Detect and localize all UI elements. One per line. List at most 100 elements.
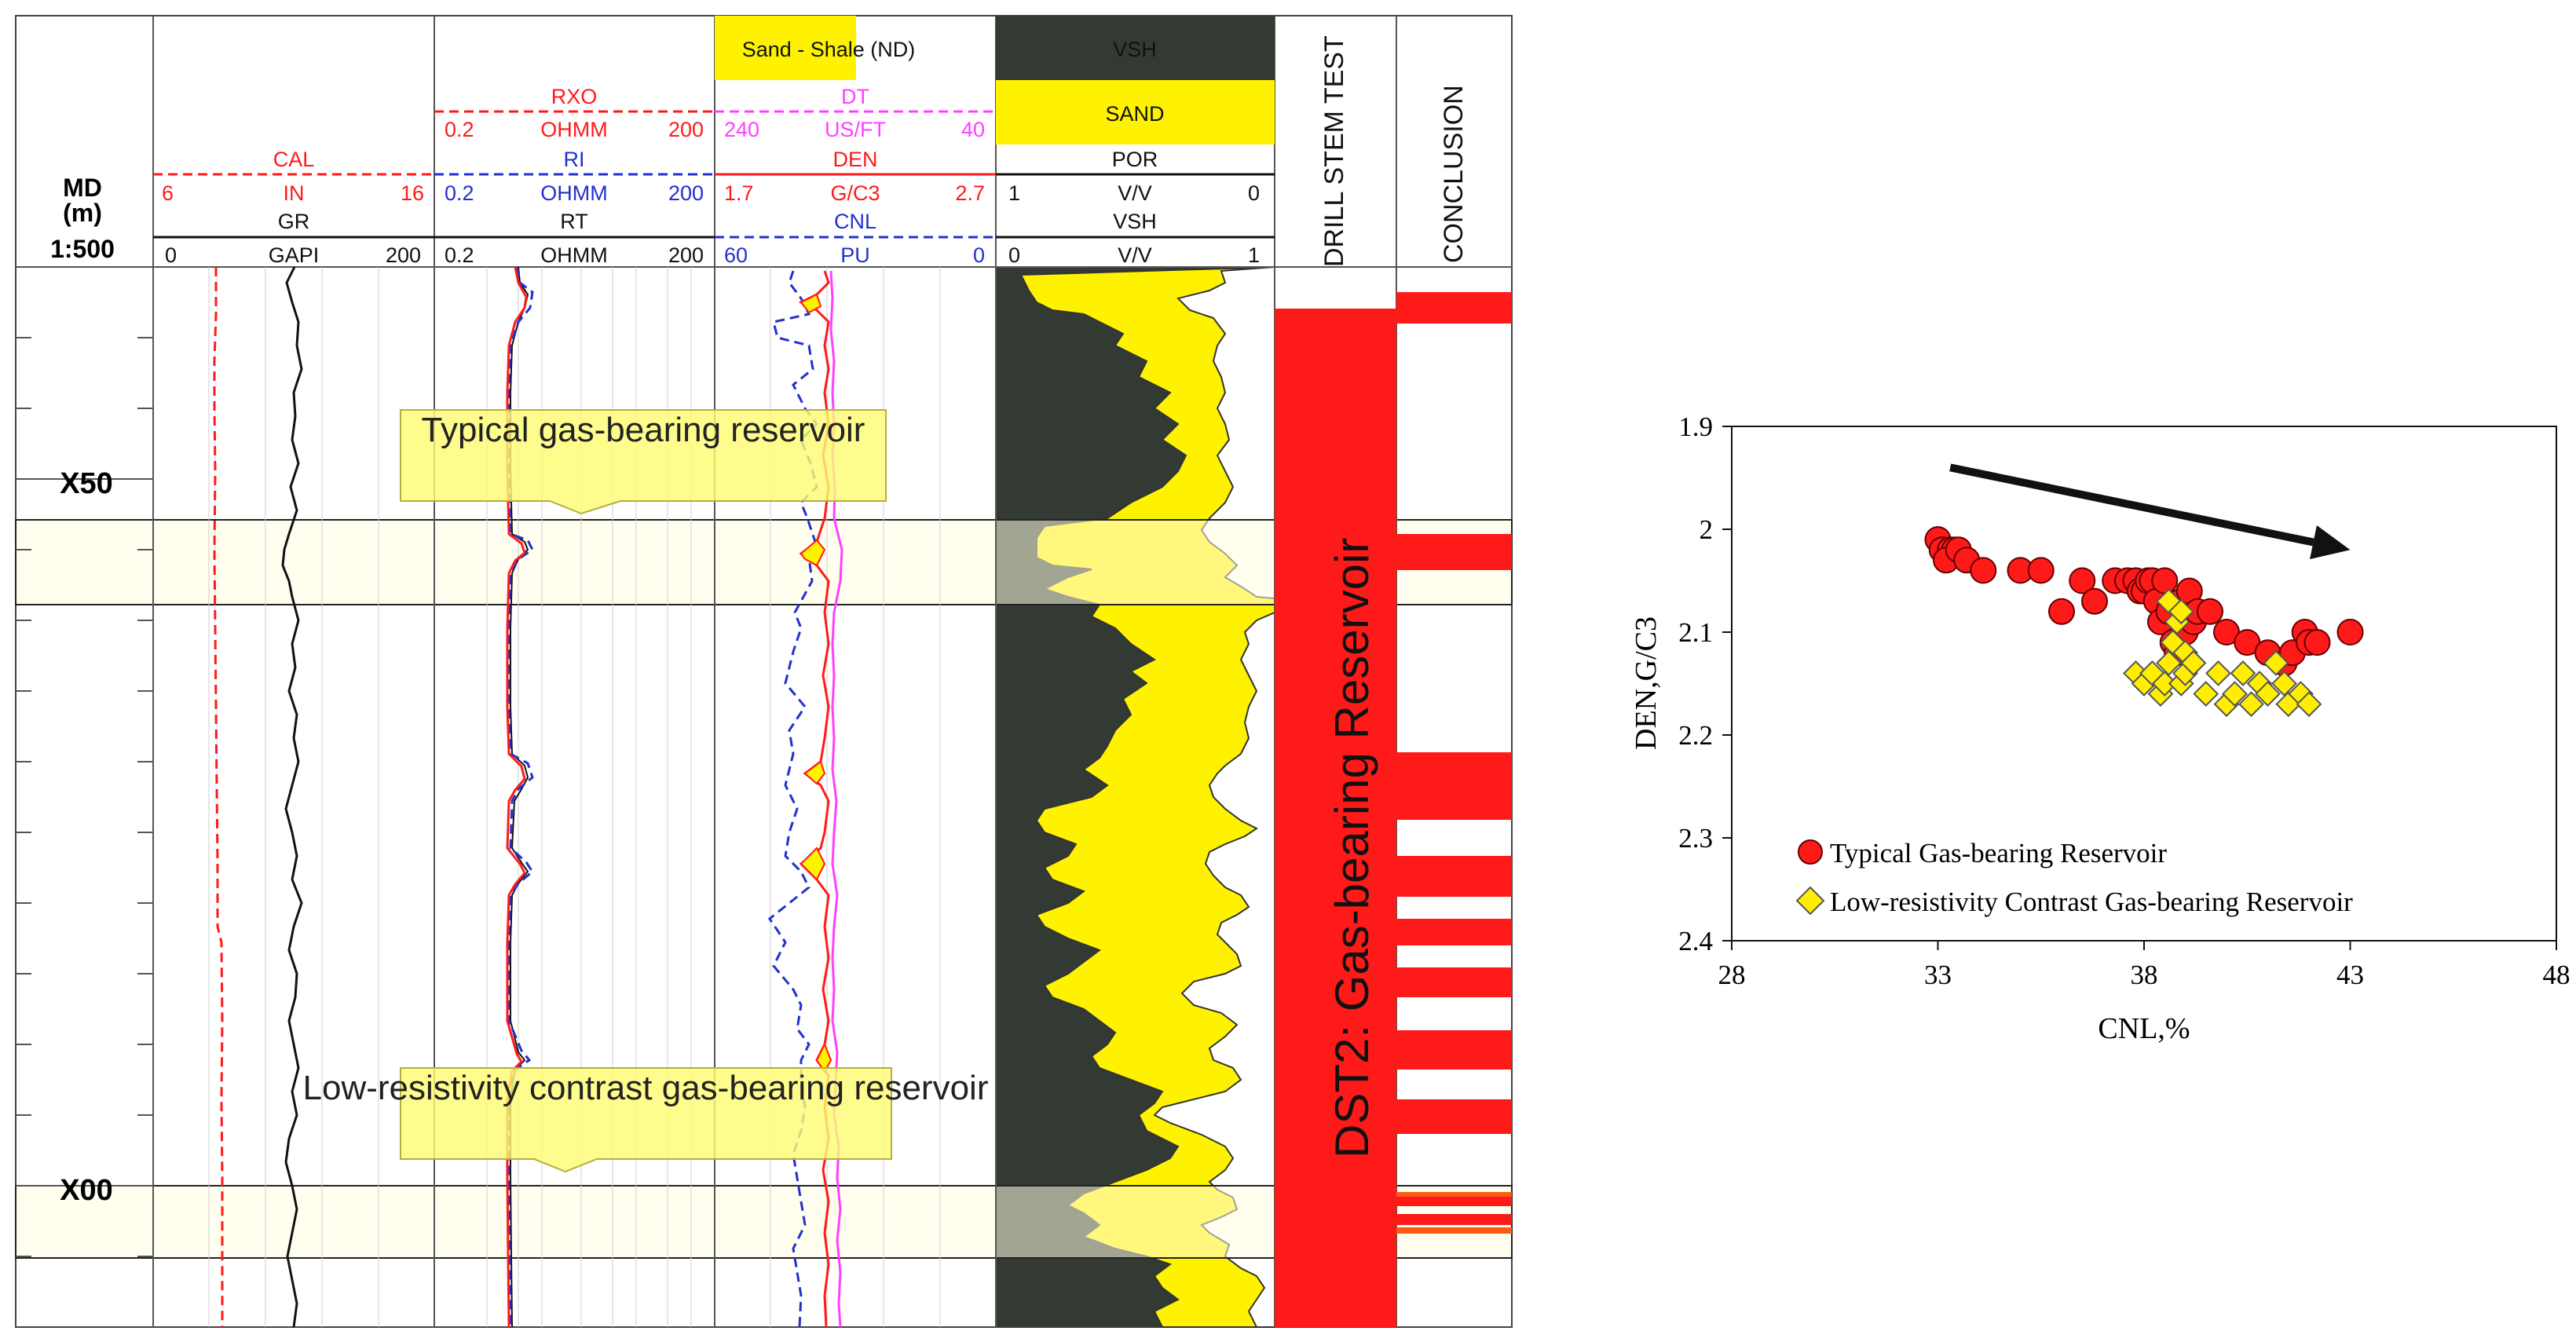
sand-fill-label: SAND — [1105, 102, 1164, 126]
y-tick-label: 2 — [1700, 514, 1714, 545]
dt-unit: US/FT — [825, 118, 886, 141]
legend-circle-marker — [1798, 839, 1823, 865]
legend-diamond-marker — [1795, 886, 1825, 916]
gr-min: 0 — [165, 243, 177, 267]
ri-max: 200 — [668, 181, 704, 205]
depth-label-x50: X50 — [60, 467, 113, 500]
point-typical-gas — [2303, 629, 2331, 656]
ri-unit: OHMM — [540, 181, 607, 205]
rxo-name: RXO — [551, 85, 598, 108]
cal-unit: IN — [284, 181, 305, 205]
legend-label-typical: Typical Gas-bearing Reservoir — [1830, 838, 2167, 868]
point-low-resistivity-gas — [2271, 671, 2297, 697]
rxo-curve — [506, 266, 528, 1328]
conclusion-header: CONCLUSION — [1439, 85, 1469, 263]
den-name: DEN — [832, 148, 877, 171]
rt-unit: OHMM — [540, 243, 607, 267]
point-low-resistivity-gas — [2168, 598, 2194, 625]
depth-ticks — [16, 337, 153, 1257]
dt-name: DT — [841, 85, 869, 108]
conclusion-bars-orange — [1396, 1192, 1512, 1234]
callout-typical: Typical gas-bearing reservoir — [400, 409, 887, 515]
vsh-fill-swatch — [996, 16, 1275, 80]
well-log-panel: MD (m) 1:500 X50 X00 CAL 6 IN 16 GR 0 GA… — [15, 15, 1513, 1328]
cal-min: 6 — [162, 181, 174, 205]
y-tick-label: 2.4 — [1678, 926, 1713, 956]
depth-label-x00: X00 — [60, 1174, 113, 1207]
point-typical-gas — [2197, 598, 2223, 625]
depth-unit: (m) — [63, 199, 102, 227]
dst-result-label: DST2: Gas-bearing Reservoir — [1326, 538, 1378, 1158]
gr-max: 200 — [386, 243, 421, 267]
gr-unit: GAPI — [269, 243, 320, 267]
dt-min: 240 — [724, 118, 759, 141]
sand-shale-swatch — [715, 16, 856, 80]
sand-fill-swatch — [996, 80, 1275, 144]
track2-header: RXO 0.2 OHMM 200 RI 0.2 OHMM 200 RT 0.2 … — [434, 85, 715, 267]
callout-typical-box — [400, 409, 887, 515]
cnl-min: 60 — [724, 243, 748, 267]
callout-low-resistivity: Low-resistivity contrast gas-bearing res… — [303, 1067, 989, 1173]
por-name: POR — [1112, 148, 1158, 171]
vsh-unit: V/V — [1118, 243, 1152, 267]
vsh-fill-label: VSH — [1113, 38, 1157, 61]
dst-interval-bar — [1275, 309, 1396, 1327]
point-typical-gas — [1970, 557, 1997, 584]
point-low-resistivity-gas — [2296, 691, 2322, 718]
rt-name: RT — [560, 210, 588, 233]
point-typical-gas — [2151, 567, 2179, 594]
y-tick-label: 2.3 — [1678, 823, 1713, 854]
track3-header: Sand - Shale (ND) DT 240 US/FT 40 DEN 1.… — [715, 16, 996, 267]
point-low-resistivity-gas — [2193, 681, 2219, 708]
x-tick-label: 38 — [2131, 960, 2158, 990]
point-typical-gas — [2336, 619, 2364, 645]
ri-name: RI — [564, 148, 585, 171]
por-unit: V/V — [1118, 181, 1152, 205]
depth-scale: 1:500 — [50, 235, 115, 263]
y-axis-label: DEN,G/C3 — [1630, 616, 1663, 750]
rxo-max: 200 — [668, 118, 704, 141]
rt-max: 200 — [668, 243, 704, 267]
x-tick-label: 28 — [1718, 960, 1746, 990]
cnl-name: CNL — [834, 210, 876, 233]
rxo-min: 0.2 — [445, 118, 474, 141]
trend-arrow — [1949, 463, 2351, 560]
vsh-min: 0 — [1008, 243, 1020, 267]
drill-stem-test-header: DRILL STEM TEST — [1319, 35, 1349, 267]
depth-title: MD — [63, 174, 102, 202]
point-typical-gas — [2081, 587, 2108, 615]
y-tick-label: 1.9 — [1678, 411, 1713, 442]
gas-crossover-fills — [800, 293, 832, 1073]
point-low-resistivity-gas — [2205, 660, 2231, 686]
rt-min: 0.2 — [445, 243, 474, 267]
x-tick-label: 48 — [2543, 960, 2571, 990]
point-low-resistivity-gas — [2180, 649, 2207, 676]
por-min: 1 — [1008, 181, 1020, 205]
cal-max: 16 — [401, 181, 424, 205]
conclusion-bars — [1396, 292, 1512, 1225]
point-low-resistivity-gas — [2255, 681, 2281, 708]
vsh-name: VSH — [1113, 210, 1157, 233]
track4-header: VSH SAND POR 1 V/V 0 VSH 0 V/V 1 — [996, 16, 1275, 267]
cal-name: CAL — [273, 148, 315, 171]
callout-typical-line1: Typical gas-bearing reservoir — [422, 411, 865, 449]
legend-label-low-resistivity: Low-resistivity Contrast Gas-bearing Res… — [1830, 887, 2353, 917]
den-cnl-crossplot: 28 33 38 43 48 1.9 2 2.1 2.2 2.3 2.4 CNL,% DEN,G/… — [1630, 411, 2571, 1045]
x-axis: 28 33 38 43 48 — [1718, 941, 2571, 990]
callout-low-resistivity-box — [400, 1067, 892, 1173]
point-low-resistivity-gas — [2238, 691, 2264, 718]
y-tick-label: 2.1 — [1678, 617, 1713, 648]
point-typical-gas — [2069, 567, 2096, 594]
point-typical-gas — [2048, 598, 2075, 625]
callout-low-resistivity-line1: Low-resistivity contrast gas-bearing res… — [303, 1069, 989, 1107]
rt-curve — [510, 266, 529, 1328]
cnl-unit: PU — [840, 243, 870, 267]
cal-curve — [213, 267, 224, 1327]
point-low-resistivity-gas — [2263, 649, 2289, 676]
point-low-resistivity-gas — [2156, 649, 2182, 676]
x-tick-label: 43 — [2336, 960, 2364, 990]
por-max: 0 — [1248, 181, 1260, 205]
ri-min: 0.2 — [445, 181, 474, 205]
